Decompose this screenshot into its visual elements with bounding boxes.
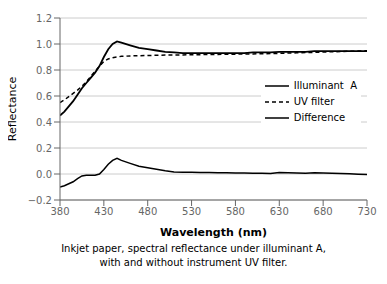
svg-text:0.8: 0.8	[36, 65, 52, 76]
svg-text:1.2: 1.2	[36, 13, 52, 24]
svg-text:0.6: 0.6	[36, 91, 52, 102]
svg-text:730: 730	[357, 206, 376, 217]
svg-text:580: 580	[226, 206, 245, 217]
html-text:Difference: Difference	[293, 112, 346, 123]
html-text:Inkjet paper, spectral reflect: Inkjet paper, spectral reflectance under…	[61, 243, 326, 254]
svg-text:0.4: 0.4	[36, 117, 52, 128]
svg-text:530: 530	[182, 206, 201, 217]
svg-text:380: 380	[50, 206, 69, 217]
svg-text:680: 680	[314, 206, 333, 217]
svg-text:430: 430	[94, 206, 113, 217]
html-text:Illuminant A: Illuminant A	[293, 80, 357, 91]
html-text:with and without instrument UV: with and without instrument UV filter.	[99, 257, 288, 268]
svg-text:Wavelength (nm): Wavelength (nm)	[160, 226, 267, 238]
svg-text:480: 480	[138, 206, 157, 217]
svg-text:0.2: 0.2	[36, 143, 52, 154]
svg-text:−0.2: −0.2	[28, 195, 52, 206]
svg-text:630: 630	[270, 206, 289, 217]
svg-text:0.0: 0.0	[36, 169, 52, 180]
html-text:UV filter: UV filter	[293, 96, 335, 107]
svg-text:Reflectance: Reflectance	[8, 77, 19, 142]
svg-text:1.0: 1.0	[36, 39, 52, 50]
